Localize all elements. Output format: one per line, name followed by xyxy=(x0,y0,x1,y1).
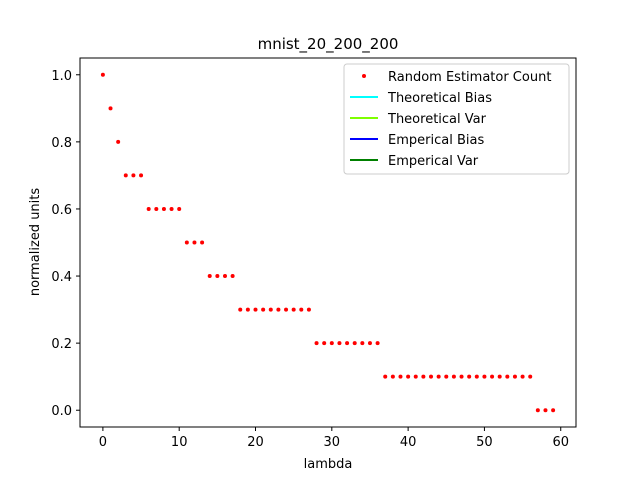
data-point xyxy=(245,307,250,312)
x-tick-label: 0 xyxy=(99,435,107,450)
y-tick-label: 0.0 xyxy=(51,404,72,419)
data-point xyxy=(390,374,395,379)
data-point xyxy=(528,374,533,379)
data-point xyxy=(100,72,105,77)
data-point xyxy=(161,206,166,211)
data-point xyxy=(543,408,548,413)
legend-label: Emperical Bias xyxy=(388,133,484,148)
data-point xyxy=(444,374,449,379)
data-point xyxy=(474,374,479,379)
data-point xyxy=(306,307,311,312)
data-point xyxy=(131,173,136,178)
x-tick-label: 50 xyxy=(476,435,493,450)
axes: 0 10 20 30 40 50 60 0.0 0.2 0.4 0.6 0.8 1.0 xyxy=(51,57,577,450)
data-point xyxy=(482,374,487,379)
data-point xyxy=(398,374,403,379)
x-tick-label: 30 xyxy=(324,435,341,450)
data-point xyxy=(413,374,418,379)
data-point xyxy=(215,274,220,279)
data-point xyxy=(116,139,121,144)
data-point xyxy=(345,341,350,346)
data-point xyxy=(520,374,525,379)
x-axis-label: lambda xyxy=(304,457,353,472)
legend-box xyxy=(343,63,570,175)
x-tick-label: 10 xyxy=(171,435,188,450)
data-point xyxy=(337,341,342,346)
data-point xyxy=(192,240,197,245)
legend-marker xyxy=(362,74,366,78)
data-point xyxy=(451,374,456,379)
x-tick-label: 60 xyxy=(552,435,569,450)
data-point xyxy=(291,307,296,312)
legend-label: Random Estimator Count xyxy=(388,70,551,85)
data-point xyxy=(146,206,151,211)
data-point xyxy=(108,106,113,111)
data-point xyxy=(497,374,502,379)
data-point xyxy=(329,341,334,346)
data-point xyxy=(367,341,372,346)
x-tick-label: 40 xyxy=(400,435,417,450)
data-point xyxy=(200,240,205,245)
data-point xyxy=(490,374,495,379)
data-point xyxy=(230,274,235,279)
data-point xyxy=(184,240,189,245)
data-point xyxy=(406,374,411,379)
data-point xyxy=(169,206,174,211)
legend-label: Theoretical Bias xyxy=(387,91,492,106)
y-tick-label: 0.4 xyxy=(51,270,72,285)
data-point xyxy=(253,307,258,312)
data-point xyxy=(276,307,281,312)
legend-label: Emperical Var xyxy=(388,154,479,169)
data-point xyxy=(207,274,212,279)
data-point xyxy=(261,307,266,312)
data-point xyxy=(421,374,426,379)
legend-label: Theoretical Var xyxy=(387,112,487,127)
data-point xyxy=(139,173,144,178)
data-point xyxy=(154,206,159,211)
data-point xyxy=(284,307,289,312)
axes-frame xyxy=(79,57,577,428)
y-axis-label: normalized units xyxy=(28,188,43,297)
data-point xyxy=(238,307,243,312)
data-point xyxy=(177,206,182,211)
data-point xyxy=(360,341,365,346)
data-point xyxy=(222,274,227,279)
data-point xyxy=(314,341,319,346)
data-point xyxy=(299,307,304,312)
data-point xyxy=(467,374,472,379)
data-point xyxy=(436,374,441,379)
y-tick-label: 0.6 xyxy=(51,203,72,218)
plot-area xyxy=(100,72,556,413)
data-point xyxy=(551,408,556,413)
y-tick-label: 0.2 xyxy=(51,337,72,352)
data-point xyxy=(123,173,128,178)
data-point xyxy=(268,307,273,312)
x-tick-label: 20 xyxy=(247,435,264,450)
legend: Random Estimator Count Theoretical Bias Th… xyxy=(343,63,570,175)
data-point xyxy=(383,374,388,379)
data-point xyxy=(459,374,464,379)
data-point xyxy=(512,374,517,379)
y-tick-label: 1.0 xyxy=(51,69,72,84)
data-point xyxy=(322,341,327,346)
data-point xyxy=(429,374,434,379)
data-point xyxy=(375,341,380,346)
data-point xyxy=(352,341,357,346)
y-tick-label: 0.8 xyxy=(51,136,72,151)
data-point xyxy=(505,374,510,379)
data-point xyxy=(535,408,540,413)
chart-title: mnist_20_200_200 xyxy=(258,35,399,54)
